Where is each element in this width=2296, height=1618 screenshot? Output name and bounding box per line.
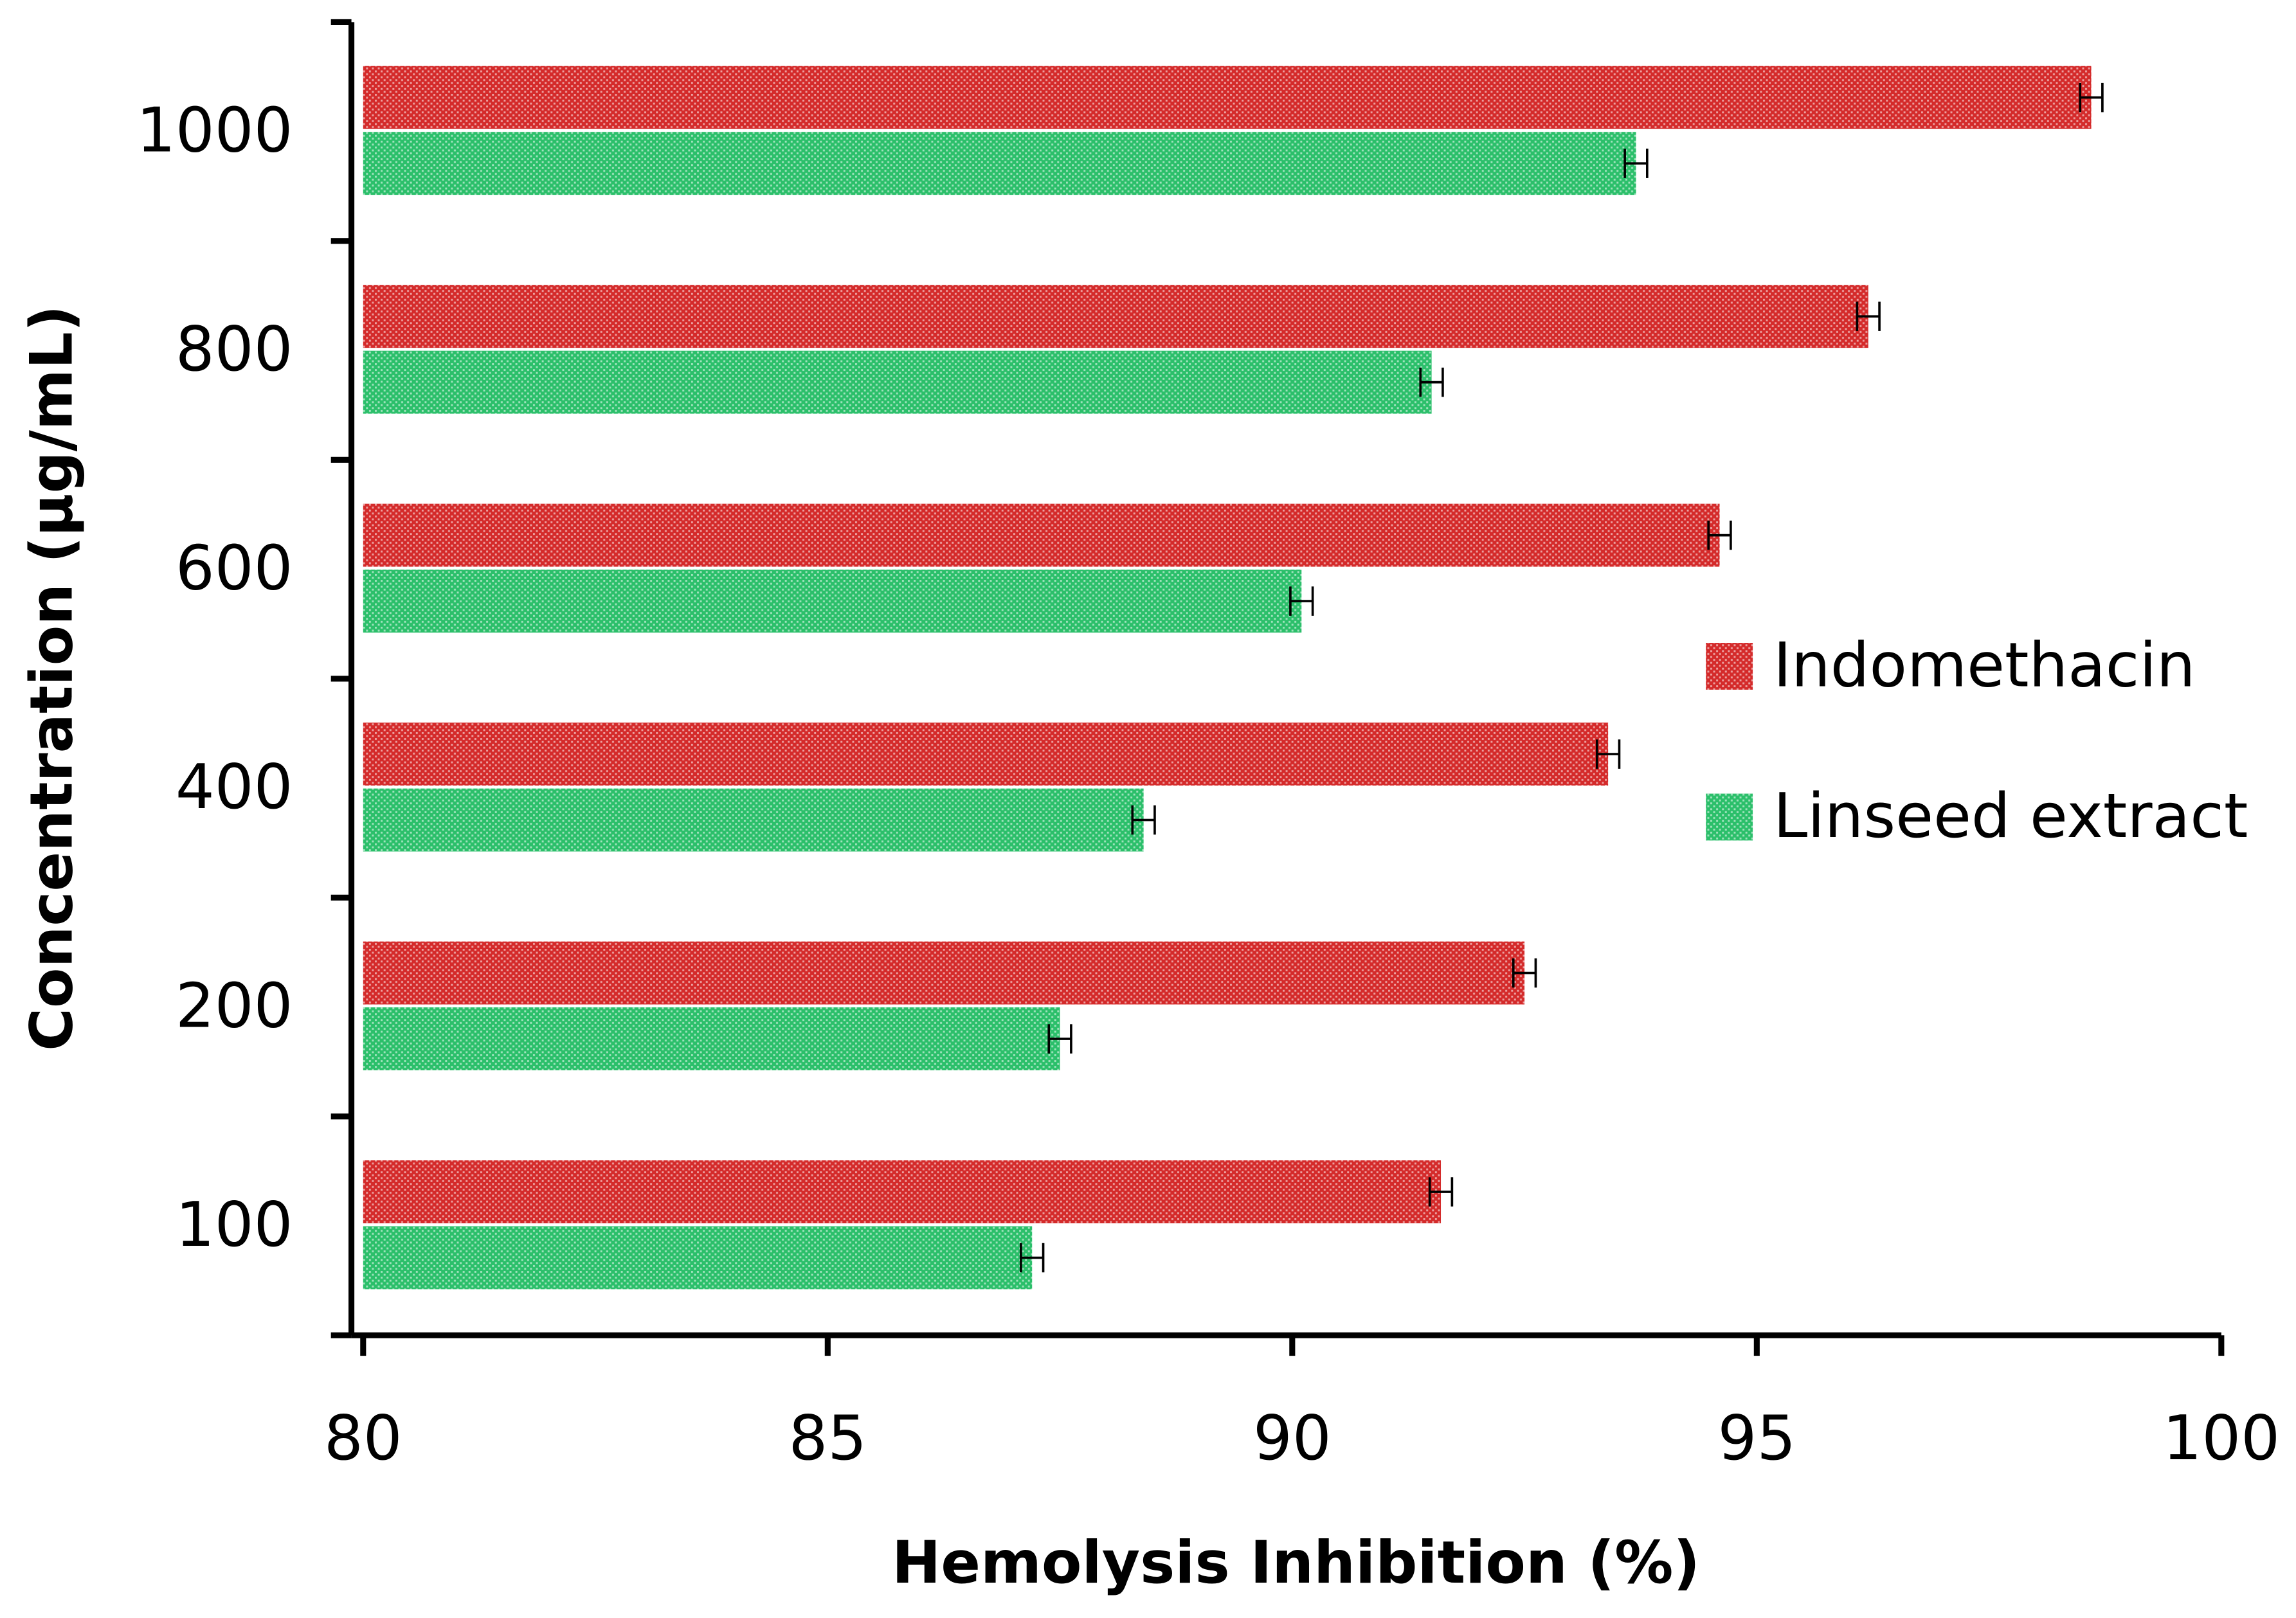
error-bar [1428, 1177, 1454, 1207]
error-bar [1512, 958, 1537, 988]
bar [363, 66, 2092, 129]
error-bar [1707, 520, 1732, 550]
bar [363, 788, 1144, 852]
error-bar [2079, 82, 2104, 112]
bar [363, 723, 1609, 786]
error-bar [1047, 1024, 1072, 1054]
bar [363, 285, 1868, 348]
x-tick-label: 90 [1253, 1402, 1332, 1474]
x-tick-label: 85 [788, 1402, 867, 1474]
x-tick-label: 95 [1717, 1402, 1796, 1474]
error-bar [1623, 148, 1649, 178]
legend-label: Linseed extract [1773, 780, 2248, 852]
y-tick-label: 800 [176, 313, 293, 385]
y-tick-label: 1000 [136, 94, 293, 166]
bar [363, 350, 1432, 414]
bar [363, 503, 1720, 567]
y-tick-label: 600 [176, 532, 293, 604]
legend-swatch [1706, 793, 1753, 841]
bar [363, 1007, 1060, 1071]
bar [363, 1226, 1033, 1290]
x-tick-label: 80 [324, 1402, 402, 1474]
bar [363, 570, 1302, 633]
y-tick-label: 100 [176, 1189, 293, 1261]
error-bar [1289, 586, 1314, 616]
error-bar [1595, 739, 1621, 769]
bar [363, 132, 1636, 195]
error-bar [1020, 1243, 1045, 1273]
y-tick-label: 200 [176, 969, 293, 1041]
error-bar [1419, 367, 1444, 397]
x-axis-title: Hemolysis Inhibition (%) [892, 1529, 1700, 1597]
y-axis-title: Concentration (µg/mL) [17, 305, 86, 1051]
x-tick-label: 100 [2163, 1402, 2281, 1474]
legend-label: Indomethacin [1773, 629, 2196, 701]
legend-swatch [1706, 643, 1753, 690]
bar [363, 1160, 1442, 1224]
y-tick-label: 400 [176, 751, 293, 823]
error-bar [1856, 301, 1881, 331]
bar [363, 941, 1525, 1005]
error-bar [1131, 805, 1156, 835]
